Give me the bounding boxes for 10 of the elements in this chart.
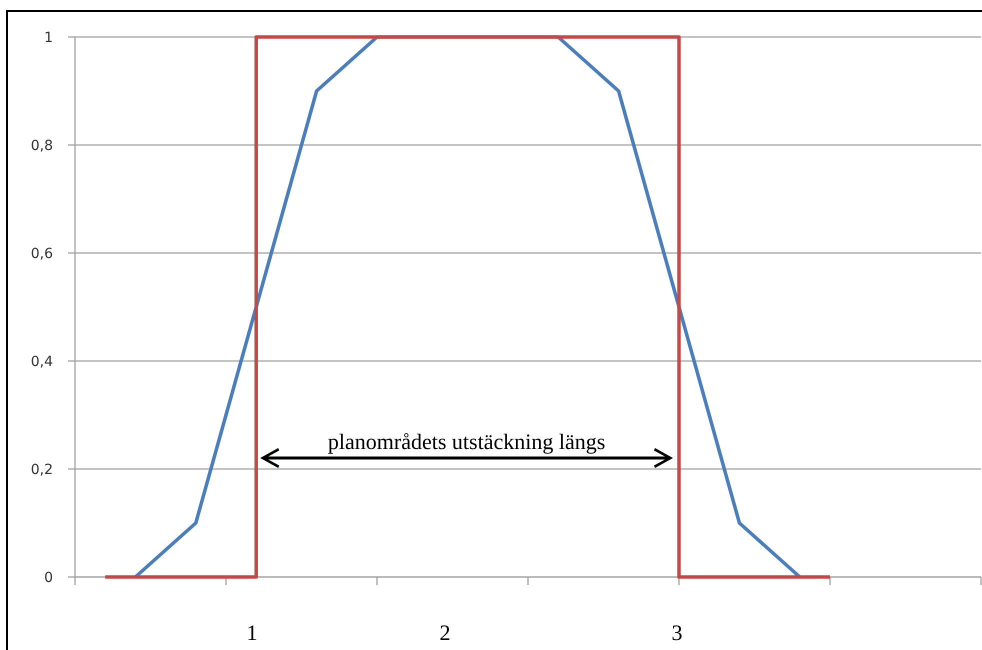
y-tick-label: 0 — [44, 570, 53, 586]
y-tick-label: 0,6 — [30, 246, 54, 262]
text: 3 — [672, 620, 682, 645]
y-tick-label: 0,4 — [30, 354, 54, 370]
text: 2 — [440, 620, 450, 645]
y-tick-label: 1 — [44, 30, 53, 46]
annotation: planområdets utstäckning längs — [328, 429, 606, 454]
y-tick-label: 0,8 — [30, 138, 53, 154]
text: 1 — [246, 620, 258, 645]
y-tick-label: 0,2 — [30, 462, 53, 478]
